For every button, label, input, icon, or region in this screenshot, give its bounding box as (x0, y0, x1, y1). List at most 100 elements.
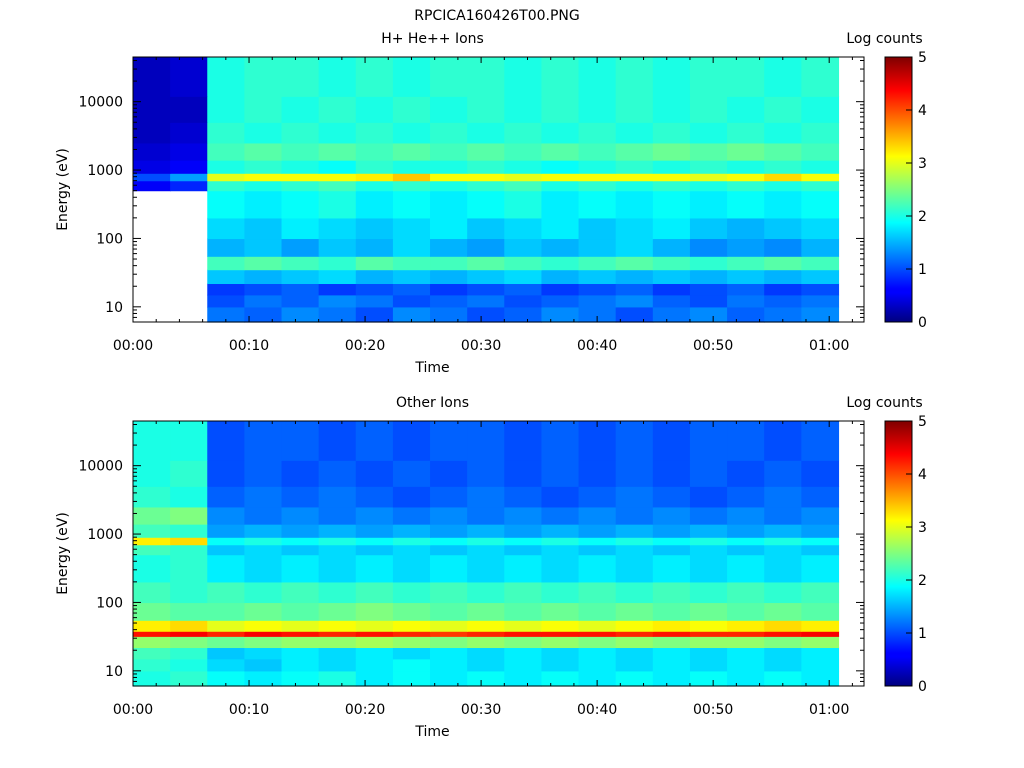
heatmap-cell (689, 256, 728, 271)
heatmap-cell (541, 294, 580, 308)
heatmap-cell (170, 57, 208, 97)
heatmap-cell (355, 283, 394, 296)
heatmap-cell (652, 658, 691, 672)
heatmap-cell (392, 256, 431, 271)
heatmap-cell (318, 283, 357, 296)
heatmap-cell (170, 544, 208, 556)
heatmap-cell (244, 294, 283, 308)
heatmap-cell (801, 620, 840, 632)
heatmap-cell (281, 544, 320, 556)
heatmap-cell (615, 647, 654, 660)
panel-other-ions: Other Ions 00:00 00:10 00:20 00:30 00:40 00:50… (55, 395, 927, 740)
heatmap-cell (244, 283, 283, 296)
heatmap-cell (244, 238, 283, 257)
heatmap-cell (318, 658, 357, 672)
heatmap-cell (392, 217, 431, 240)
colorbar-frame (884, 56, 913, 323)
heatmap-cell (318, 460, 357, 487)
heatmap-cell (541, 636, 580, 649)
heatmap-cell (764, 670, 802, 687)
colorbar-tick-label: 5 (918, 414, 927, 430)
colorbar-tick-label: 0 (918, 679, 927, 695)
heatmap-cell (318, 670, 357, 687)
heatmap-cell (801, 544, 840, 556)
heatmap-cell (244, 537, 283, 546)
heatmap-cell (281, 256, 320, 271)
heatmap-cell (281, 537, 320, 546)
heatmap-cell (727, 256, 765, 271)
heatmap-cell (207, 122, 245, 144)
colorbar (885, 421, 912, 686)
heatmap-cell (430, 160, 468, 174)
heatmap-cell (801, 537, 840, 546)
heatmap-cell (578, 96, 617, 123)
heatmap-cell (318, 190, 357, 219)
heatmap-cell (244, 180, 283, 192)
heatmap-cell (430, 620, 468, 632)
heatmap-cell (504, 524, 543, 538)
heatmap-cell (652, 554, 691, 583)
heatmap-cell (207, 217, 245, 240)
heatmap-cell (689, 658, 728, 672)
colorbar-tick-label: 2 (918, 573, 927, 589)
heatmap-cell (170, 506, 208, 525)
heatmap-cell (652, 460, 691, 487)
heatmap-cell (430, 57, 468, 97)
heatmap-cell (727, 283, 765, 296)
heatmap-cell (727, 269, 765, 285)
heatmap-cell (281, 658, 320, 672)
heatmap-cell (467, 142, 505, 161)
colorbar-label: Log counts (846, 395, 922, 411)
heatmap-cell (504, 238, 543, 257)
heatmap-cell (689, 238, 728, 257)
heatmap-cell (467, 636, 505, 649)
heatmap-cell (764, 506, 802, 525)
heatmap-cell (578, 554, 617, 583)
heatmap-cell (801, 57, 840, 97)
heatmap-cell (467, 256, 505, 271)
heatmap-cell (801, 294, 840, 308)
heatmap-cell (652, 581, 691, 604)
heatmap-cell (355, 486, 394, 508)
heatmap-cell (430, 142, 468, 161)
heatmap-cell (244, 190, 283, 219)
heatmap-cell (504, 537, 543, 546)
heatmap-cell (578, 283, 617, 296)
heatmap-cell (727, 544, 765, 556)
heatmap-cell (801, 460, 840, 487)
heatmap-cell (170, 486, 208, 508)
heatmap-cell (170, 180, 208, 192)
heatmap-cell (504, 620, 543, 632)
heatmap-cell (578, 306, 617, 323)
heatmap-cell (764, 537, 802, 546)
heatmap-cell (281, 180, 320, 192)
heatmap-cell (207, 238, 245, 257)
heatmap-cell (355, 460, 394, 487)
x-axis-label: Time (414, 360, 449, 376)
heatmap-cell (430, 486, 468, 508)
heatmap-cell (244, 658, 283, 672)
panel-h-he-ions: H+ He++ Ions 00:00 00:10 00:20 00:30 00:40 00:… (55, 31, 927, 376)
heatmap-cell (170, 631, 208, 637)
heatmap-cell (652, 647, 691, 660)
heatmap-cell (392, 173, 431, 182)
heatmap-cell (689, 306, 728, 323)
heatmap-cell (541, 142, 580, 161)
heatmap-cell (467, 581, 505, 604)
heatmap-cell (281, 506, 320, 525)
heatmap-cell (430, 544, 468, 556)
heatmap-cell (764, 658, 802, 672)
heatmap-cell (133, 524, 171, 538)
heatmap-cell (430, 581, 468, 604)
heatmap-cell (727, 238, 765, 257)
heatmap-cell (281, 524, 320, 538)
heatmap-cell (392, 602, 431, 621)
heatmap-cell (281, 306, 320, 323)
heatmap-cell (689, 96, 728, 123)
heatmap-cell (281, 486, 320, 508)
heatmap-cell (207, 160, 245, 174)
heatmap-cell (689, 142, 728, 161)
heatmap-cell (430, 180, 468, 192)
heatmap-cell (392, 306, 431, 323)
heatmap-cell (392, 269, 431, 285)
